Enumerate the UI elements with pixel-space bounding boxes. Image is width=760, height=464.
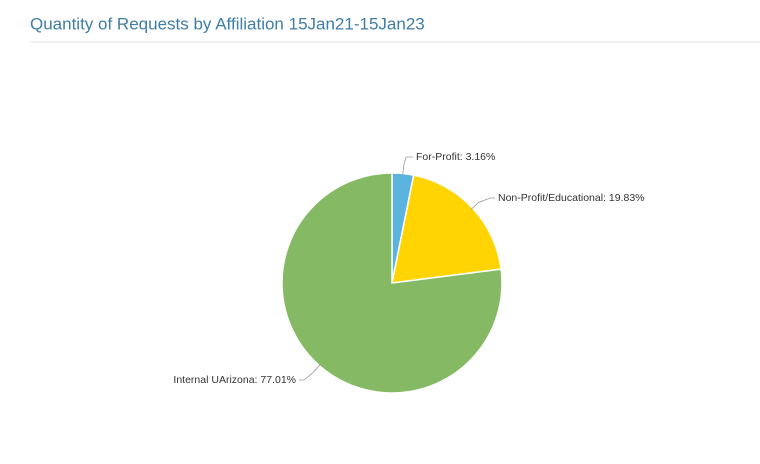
data-label: Internal UArizona: 77.01% (173, 374, 296, 386)
data-label: Non-Profit/Educational: 19.83% (498, 192, 645, 204)
data-label: For-Profit: 3.16% (416, 151, 495, 163)
leader-line (470, 197, 495, 210)
leader-line (299, 363, 321, 381)
leader-line (402, 156, 413, 176)
chart-title: Quantity of Requests by Affiliation 15Ja… (30, 14, 425, 33)
